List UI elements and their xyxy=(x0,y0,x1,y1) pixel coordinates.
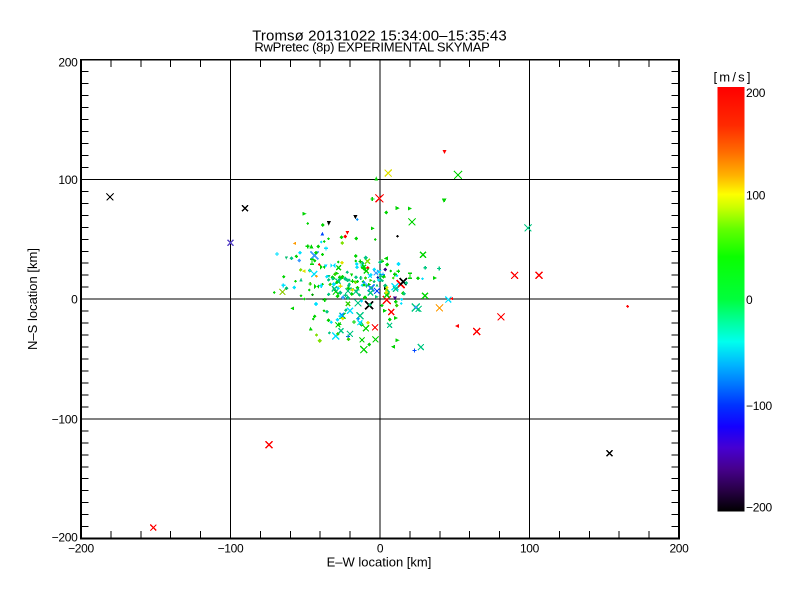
svg-text:100: 100 xyxy=(58,173,78,187)
svg-text:100: 100 xyxy=(746,188,766,202)
svg-text:0: 0 xyxy=(377,542,384,556)
svg-text:0: 0 xyxy=(71,293,78,307)
svg-text:−200: −200 xyxy=(68,542,94,556)
svg-text:N–S location [km]: N–S location [km] xyxy=(25,248,40,350)
svg-text:−100: −100 xyxy=(52,412,78,426)
svg-text:−200: −200 xyxy=(746,501,772,515)
svg-text:0: 0 xyxy=(746,293,753,307)
svg-text:RwPretec (8p) EXPERIMENTAL SKY: RwPretec (8p) EXPERIMENTAL SKYMAP xyxy=(254,40,489,55)
svg-text:−100: −100 xyxy=(746,399,772,413)
svg-text:200: 200 xyxy=(669,542,689,556)
svg-text:200: 200 xyxy=(746,86,766,100)
svg-text:200: 200 xyxy=(58,56,78,70)
svg-text:Tromsø 20131022 15:34:00–15:35: Tromsø 20131022 15:34:00–15:35:43 xyxy=(252,28,507,45)
svg-text:E–W location [km]: E–W location [km] xyxy=(327,555,432,570)
svg-text:100: 100 xyxy=(520,542,540,556)
svg-text:−100: −100 xyxy=(218,542,244,556)
svg-text:[m/s]: [m/s] xyxy=(714,70,753,85)
svg-text:−200: −200 xyxy=(52,531,78,545)
